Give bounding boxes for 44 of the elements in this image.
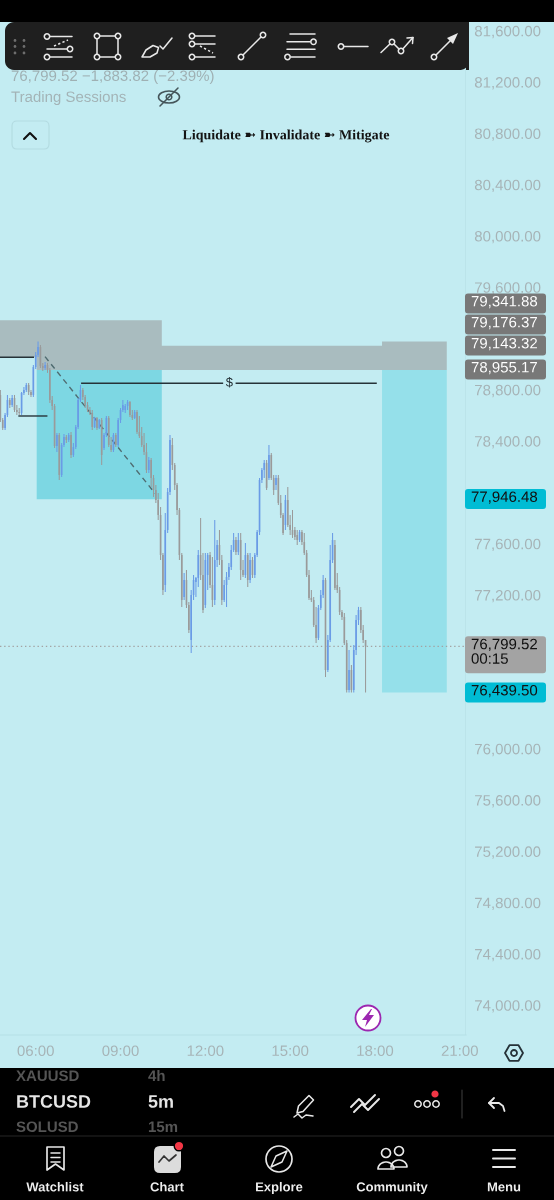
- text: 79,143.32: [471, 337, 537, 351]
- y-tick-label: 75,600.00: [475, 795, 541, 808]
- ref-line-label: 76,799.52 00:15: [471, 638, 537, 664]
- text: Chart: [150, 1181, 184, 1192]
- y-tick-label: 81,600.00: [474, 25, 541, 39]
- text: 76,439.50: [471, 684, 538, 698]
- x-tick-label: 18:00: [357, 1045, 394, 1057]
- text: Explore: [256, 1181, 303, 1195]
- annotation: Liquidate ➼ Invalidate ➼ Mitigate: [182, 129, 390, 143]
- x-tick-label: 06:00: [17, 1045, 54, 1057]
- x-tick-label: 15:00: [272, 1045, 309, 1057]
- y-tick-label: 80,000.00: [474, 230, 541, 244]
- text: 79,341.88: [471, 295, 538, 309]
- text: 78,955.17: [471, 361, 537, 375]
- x-tick-label: 21:00: [441, 1045, 478, 1057]
- y-tick-label: 77,200.00: [475, 589, 541, 603]
- x-tick-label: 09:00: [102, 1045, 139, 1057]
- x-tick-label: 12:00: [187, 1045, 224, 1057]
- y-tick-label: 78,400.00: [475, 436, 541, 449]
- y-tick-label: 74,400.00: [475, 948, 541, 962]
- annotation: 76,799.52 −1,883.82 (−2.39%): [11, 70, 214, 84]
- text: 4h: [148, 1070, 165, 1081]
- text: 5m: [148, 1095, 173, 1108]
- y-tick-label: 81,200.00: [474, 77, 541, 90]
- text: 15m: [148, 1121, 178, 1133]
- annotation: $: [225, 377, 233, 388]
- annotation: Trading Sessions: [11, 91, 126, 105]
- text: Watchlist: [26, 1181, 84, 1192]
- text: Community: [356, 1181, 428, 1195]
- y-tick-label: 74,000.00: [475, 1000, 541, 1013]
- text: 79,176.37: [471, 316, 537, 330]
- y-tick-label: 77,600.00: [475, 538, 541, 552]
- y-tick-label: 75,200.00: [475, 846, 541, 859]
- y-tick-label: 80,400.00: [474, 179, 541, 193]
- text: Menu: [487, 1182, 521, 1192]
- text: BTCUSD: [17, 1095, 91, 1108]
- text: 77,946.48: [471, 491, 538, 504]
- y-tick-label: 80,800.00: [474, 128, 541, 141]
- y-tick-label: 76,000.00: [475, 743, 541, 757]
- y-tick-label: 78,800.00: [475, 384, 541, 398]
- text: XAUUSD: [16, 1070, 79, 1082]
- y-tick-label: 79,600.00: [475, 282, 541, 295]
- text: SOLUSD: [16, 1121, 78, 1133]
- y-tick-label: 74,800.00: [475, 897, 541, 911]
